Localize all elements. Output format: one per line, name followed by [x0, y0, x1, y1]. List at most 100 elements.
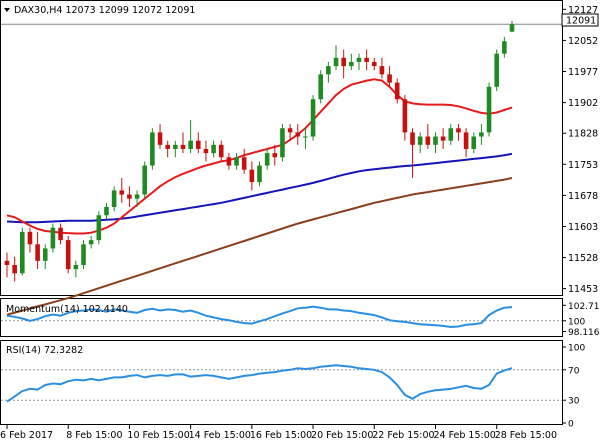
x-tick-label: 22 Feb 15:00 — [372, 430, 434, 441]
candle-body — [96, 215, 102, 241]
candle-body — [195, 140, 201, 149]
rsi-line — [6, 364, 513, 403]
ma-brown-line — [6, 177, 513, 316]
last-price-label: 12091 — [566, 16, 596, 27]
candle-body — [81, 244, 86, 265]
candle-body — [295, 132, 301, 137]
candle-body — [234, 157, 239, 166]
candle-body — [356, 57, 362, 62]
y-tick-label: 11828 — [568, 129, 598, 140]
candle-body — [12, 264, 17, 274]
x-tick-label: 6 Feb 2017 — [0, 430, 53, 441]
y-tick-label: 11603 — [568, 222, 598, 233]
x-tick-label: 20 Feb 15:00 — [311, 430, 373, 441]
rsi-tick-label: 0 — [568, 420, 574, 430]
candle-body — [58, 227, 63, 241]
y-tick-label: 11453 — [568, 284, 598, 295]
y-tick-label: 11902 — [568, 98, 598, 109]
candle-body — [264, 153, 270, 166]
y-tick-label: 11528 — [568, 253, 598, 264]
y-tick-label: 12127 — [568, 5, 598, 16]
candle-body — [50, 227, 56, 249]
candle-body — [203, 148, 209, 154]
candle-body — [249, 169, 255, 183]
candle-body — [35, 244, 40, 261]
candle-body — [88, 240, 94, 245]
candle-body — [27, 231, 33, 245]
candle-body — [65, 240, 71, 270]
candle-body — [142, 165, 148, 195]
candle-body — [280, 128, 285, 158]
candle-body — [157, 132, 163, 145]
candle-body — [173, 144, 178, 149]
candle-body — [318, 74, 324, 100]
candle-body — [111, 190, 117, 207]
x-tick-label: 24 Feb 15:00 — [433, 430, 495, 441]
candle-body — [494, 53, 499, 87]
candle-body — [509, 24, 515, 32]
candle-body — [211, 144, 216, 154]
candle-body — [448, 128, 454, 141]
candle-body — [456, 128, 461, 133]
candle-body — [165, 144, 170, 149]
rsi-tick-label: 30 — [568, 397, 580, 407]
candle-body — [341, 57, 346, 67]
candle-body — [226, 157, 232, 166]
momentum-tick-label: 98.1164 — [568, 328, 600, 338]
candle-body — [417, 136, 423, 145]
candle-body — [104, 206, 109, 216]
candle-body — [20, 231, 25, 274]
momentum-line — [6, 305, 513, 329]
momentum-panel — [0, 298, 563, 337]
candle-body — [287, 128, 293, 133]
candle-body — [180, 144, 186, 149]
x-tick-label: 8 Feb 15:00 — [66, 430, 122, 441]
candle-body — [150, 132, 155, 166]
candle-body — [119, 190, 125, 195]
x-tick-label: 16 Feb 15:00 — [250, 430, 312, 441]
candle-body — [218, 144, 224, 158]
last-price-box — [561, 13, 599, 27]
y-tick-label: 11753 — [568, 160, 598, 171]
candle-body — [42, 248, 48, 261]
x-tick-label: 28 Feb 15:00 — [495, 430, 557, 441]
candle-body — [463, 132, 469, 149]
candle-body — [326, 66, 331, 75]
x-tick-label: 10 Feb 15:00 — [127, 430, 189, 441]
candle-body — [364, 57, 369, 62]
candle-body — [479, 132, 484, 137]
rsi-tick-label: 70 — [568, 366, 580, 376]
candle-body — [394, 82, 400, 100]
candle-body — [257, 165, 262, 183]
rsi-panel — [0, 340, 563, 425]
candle-body — [502, 41, 507, 54]
candle-body — [127, 194, 132, 199]
rsi-label: RSI(14) 72.3282 — [6, 345, 83, 356]
momentum-tick-label: 102.7199 — [568, 302, 600, 312]
dropdown-arrow-icon[interactable] — [4, 8, 10, 12]
candle-body — [486, 86, 492, 133]
momentum-tick-label: 100 — [568, 317, 585, 327]
candle-body — [333, 57, 339, 67]
rsi-tick-label: 100 — [568, 344, 585, 354]
candle-body — [310, 99, 316, 137]
candle-body — [371, 61, 377, 67]
ma-red-line — [6, 78, 513, 235]
candle-body — [471, 136, 477, 149]
momentum-label: Momentum(14) 102.4140 — [6, 304, 128, 315]
candle-body — [134, 194, 140, 199]
candle-body — [272, 153, 278, 158]
candle-body — [440, 136, 446, 141]
candle-body — [379, 66, 385, 75]
candle-body — [402, 99, 408, 133]
main-header: DAX30,H4 12073 12099 12072 12091 — [14, 5, 195, 16]
candle-body — [425, 136, 431, 145]
y-tick-label: 11678 — [568, 191, 598, 202]
candle-body — [241, 157, 247, 170]
y-tick-label: 12052 — [568, 36, 598, 47]
candle-body — [410, 132, 415, 145]
x-tick-label: 14 Feb 15:00 — [189, 430, 251, 441]
candle-body — [433, 136, 438, 145]
